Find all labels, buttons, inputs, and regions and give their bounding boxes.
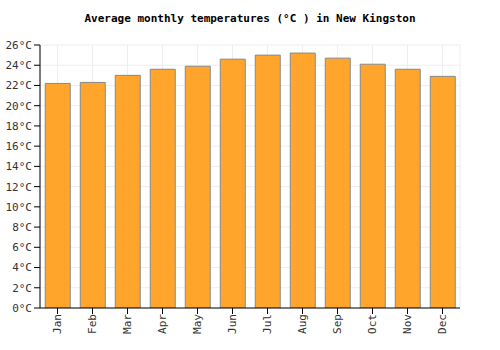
svg-text:May: May [191,314,204,334]
svg-text:12°C: 12°C [8,181,32,194]
svg-text:2°C: 2°C [12,282,32,295]
svg-text:6°C: 6°C [12,241,32,254]
svg-text:Sep: Sep [331,314,344,334]
svg-text:22°C: 22°C [8,79,32,92]
svg-text:Dec: Dec [436,314,449,334]
svg-text:Jan: Jan [51,314,64,334]
svg-text:Aug: Aug [296,314,309,334]
svg-text:20°C: 20°C [8,100,32,113]
svg-text:Mar: Mar [121,314,134,334]
svg-text:Apr: Apr [156,314,169,334]
svg-text:Nov: Nov [401,314,414,334]
svg-text:Feb: Feb [86,314,99,334]
svg-text:8°C: 8°C [12,221,32,234]
svg-text:0°C: 0°C [12,302,32,315]
svg-text:16°C: 16°C [8,140,32,153]
svg-text:24°C: 24°C [8,59,32,72]
svg-text:14°C: 14°C [8,160,32,173]
svg-text:Jun: Jun [226,314,239,334]
svg-text:10°C: 10°C [8,201,32,214]
svg-text:18°C: 18°C [8,120,32,133]
svg-text:Jul: Jul [261,314,274,334]
svg-text:Oct: Oct [366,314,379,334]
html-text:Average monthly temperatures (: Average monthly temperatures (°C ) in Ne… [84,12,416,25]
svg-text:26°C: 26°C [8,39,32,52]
svg-text:4°C: 4°C [12,261,32,274]
